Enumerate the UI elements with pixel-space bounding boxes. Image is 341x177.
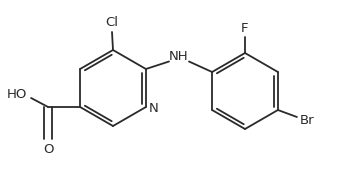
Text: NH: NH [169,50,189,63]
Text: HO: HO [7,87,27,101]
Text: N: N [149,101,159,115]
Text: F: F [241,22,249,35]
Text: Cl: Cl [105,16,119,29]
Text: Br: Br [300,115,314,127]
Text: O: O [43,143,53,156]
